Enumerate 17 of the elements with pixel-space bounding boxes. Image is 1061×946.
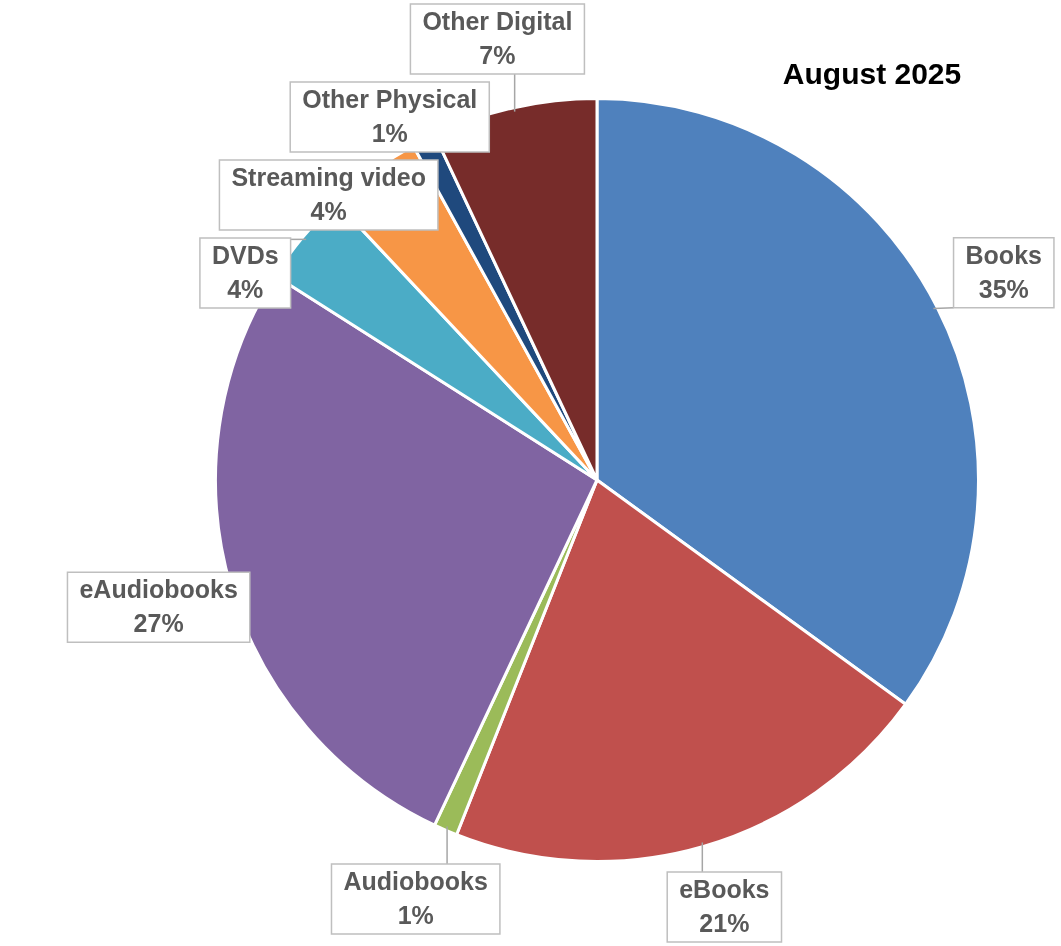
slice-label: Books [965, 240, 1042, 269]
text: August 2025 [782, 57, 962, 91]
data-label: 4% [227, 274, 264, 303]
data-label: 27% [133, 609, 184, 638]
slice-label: Streaming video [231, 162, 426, 191]
data-label: 35% [978, 274, 1029, 303]
slice-label: Other Digital [422, 6, 573, 35]
data-label: 1% [397, 900, 434, 929]
data-label: 1% [371, 118, 408, 147]
data-label: 21% [699, 908, 750, 937]
slice-label: Audiobooks [343, 866, 488, 895]
data-label: 7% [479, 40, 516, 69]
slice-label: eBooks [679, 874, 770, 903]
slice-label: eAudiobooks [79, 575, 238, 604]
slice-label: Other Physical [302, 84, 478, 113]
data-label: 4% [310, 196, 347, 225]
slice-label: DVDs [211, 240, 279, 269]
